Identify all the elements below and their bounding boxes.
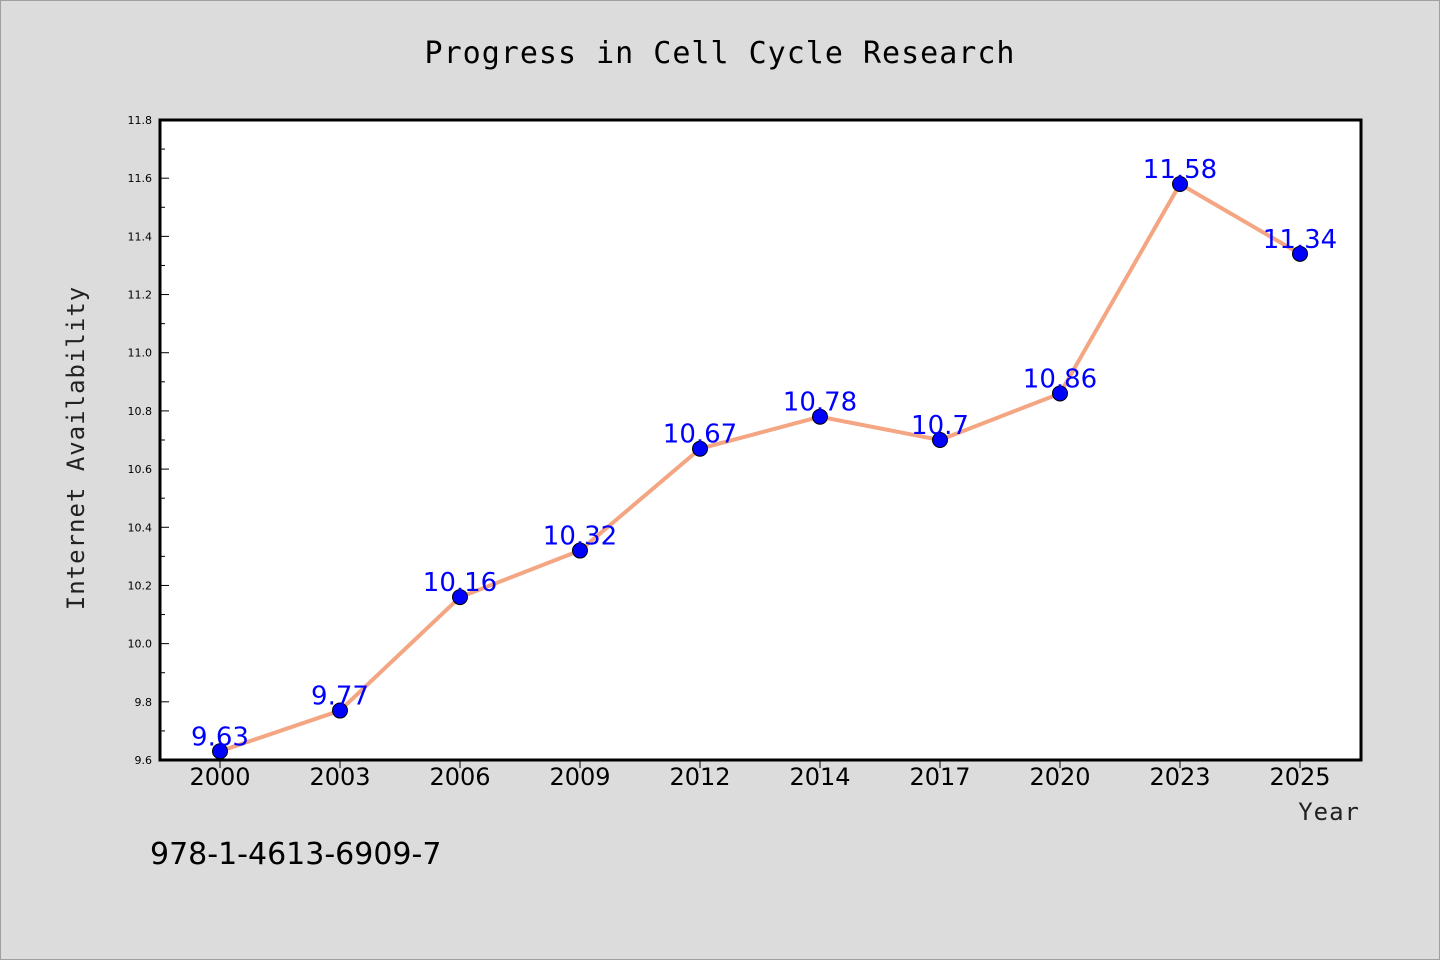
data-point	[1052, 385, 1068, 402]
x-tick-label: 2012	[669, 763, 730, 791]
data-label: 10.32	[543, 522, 617, 552]
data-label: 10.7	[911, 411, 969, 441]
y-tick-label: 11.0	[128, 347, 153, 360]
data-point	[572, 542, 588, 559]
chart-title: Progress in Cell Cycle Research	[425, 36, 1016, 71]
data-point	[212, 743, 228, 760]
y-tick-label: 10.4	[128, 521, 153, 534]
x-tick-label: 2020	[1029, 763, 1090, 791]
series-layer: 9.63 9.77 10.16 10.32 10.67 10.78 10.7 10.86 11.…	[191, 155, 1337, 760]
y-tick-label: 9.6	[135, 754, 153, 767]
y-tick-label: 9.8	[135, 696, 153, 709]
data-label: 11.58	[1143, 155, 1217, 185]
data-point	[452, 589, 468, 606]
y-tick-label: 11.4	[128, 230, 153, 243]
data-label: 11.34	[1263, 225, 1337, 255]
data-label: 10.16	[423, 568, 497, 598]
data-label: 9.63	[191, 722, 249, 752]
x-tick-label: 2014	[789, 763, 850, 791]
y-tick-label: 10.0	[128, 638, 153, 651]
y-tick-label: 11.8	[128, 114, 153, 127]
data-point	[692, 440, 708, 457]
series-line	[218, 182, 1302, 754]
x-tick-label: 2006	[429, 763, 490, 791]
y-axis: 9.6 9.8 10.0 10.2 10.4 10.6 10.8 11.0 11.2 11.4 11…	[128, 114, 169, 767]
y-tick-label: 11.6	[128, 172, 153, 185]
data-point	[1292, 245, 1308, 262]
data-label: 10.86	[1023, 364, 1097, 394]
y-tick-label: 10.8	[128, 405, 153, 418]
data-point	[812, 408, 828, 425]
data-label: 10.67	[663, 420, 737, 450]
plot-area	[158, 118, 1363, 762]
x-tick-label: 2025	[1269, 763, 1330, 791]
data-label: 10.78	[783, 388, 857, 418]
x-axis-label: Year	[1298, 798, 1360, 826]
x-axis: 2000 2003 2006 2009 2012 2014 2017 2020 2023 2025	[189, 760, 1331, 791]
y-tick-label: 10.2	[128, 579, 153, 592]
data-point	[932, 432, 948, 448]
x-tick-label: 2003	[309, 763, 370, 791]
y-tick-label: 11.2	[128, 289, 153, 302]
y-tick-label: 10.6	[128, 463, 153, 476]
y-axis-label: Internet Availability	[62, 286, 90, 610]
data-label: 9.77	[311, 682, 369, 712]
data-point	[332, 702, 348, 719]
x-tick-label: 2000	[189, 763, 250, 791]
data-point	[1172, 176, 1188, 192]
x-tick-label: 2023	[1149, 763, 1210, 791]
isbn-footer: 978-1-4613-6909-7	[150, 837, 441, 872]
x-tick-label: 2017	[909, 763, 970, 791]
x-tick-label: 2009	[549, 763, 610, 791]
